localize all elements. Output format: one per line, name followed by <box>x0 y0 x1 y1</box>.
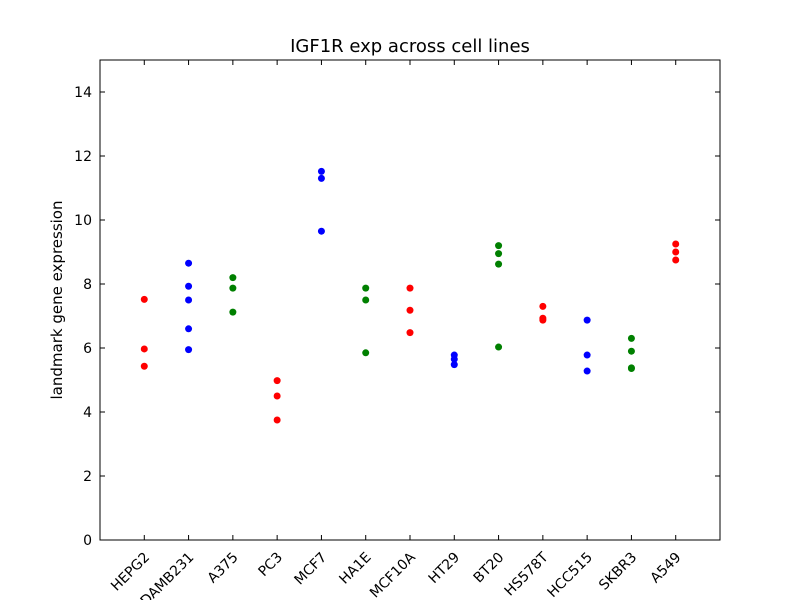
data-point <box>495 242 503 250</box>
data-point <box>140 295 148 303</box>
data-point <box>273 392 281 400</box>
data-point <box>185 346 193 354</box>
chart-title: IGF1R exp across cell lines <box>290 36 530 57</box>
data-point <box>317 167 325 175</box>
data-points <box>140 167 680 424</box>
data-point <box>583 316 591 324</box>
data-point <box>672 256 680 264</box>
data-point <box>406 306 414 314</box>
data-point <box>672 240 680 248</box>
y-tick-label: 0 <box>83 533 92 549</box>
data-point <box>317 174 325 182</box>
data-point <box>495 260 503 268</box>
data-point <box>185 296 193 304</box>
data-point <box>406 329 414 337</box>
y-tick-label: 14 <box>74 85 92 101</box>
data-point <box>406 284 414 292</box>
data-point <box>627 334 635 342</box>
data-point <box>273 416 281 424</box>
y-axis-label: landmark gene expression <box>48 201 66 400</box>
data-point <box>317 227 325 235</box>
data-point <box>627 364 635 372</box>
y-axis: 0 2 4 6 8 10 12 14 <box>74 85 720 549</box>
data-point <box>539 302 547 310</box>
data-point <box>185 282 193 290</box>
data-point <box>229 308 237 316</box>
data-point <box>362 296 370 304</box>
data-point <box>140 362 148 370</box>
data-point <box>229 284 237 292</box>
data-point <box>583 351 591 359</box>
data-point <box>672 248 680 256</box>
data-point <box>495 343 503 351</box>
data-point <box>362 284 370 292</box>
data-point <box>273 377 281 385</box>
y-tick-label: 4 <box>83 405 92 421</box>
data-point <box>362 349 370 357</box>
data-point <box>495 250 503 258</box>
data-point <box>229 274 237 282</box>
y-tick-label: 8 <box>83 277 92 293</box>
data-point <box>185 325 193 333</box>
y-tick-label: 6 <box>83 341 92 357</box>
data-point <box>450 355 458 363</box>
data-point <box>140 345 148 353</box>
data-point <box>185 259 193 267</box>
data-point <box>583 367 591 375</box>
y-tick-label: 12 <box>74 149 92 165</box>
data-point <box>627 347 635 355</box>
data-point <box>450 361 458 369</box>
y-tick-label: 2 <box>83 469 92 485</box>
data-point <box>539 316 547 324</box>
y-tick-label: 10 <box>74 213 92 229</box>
